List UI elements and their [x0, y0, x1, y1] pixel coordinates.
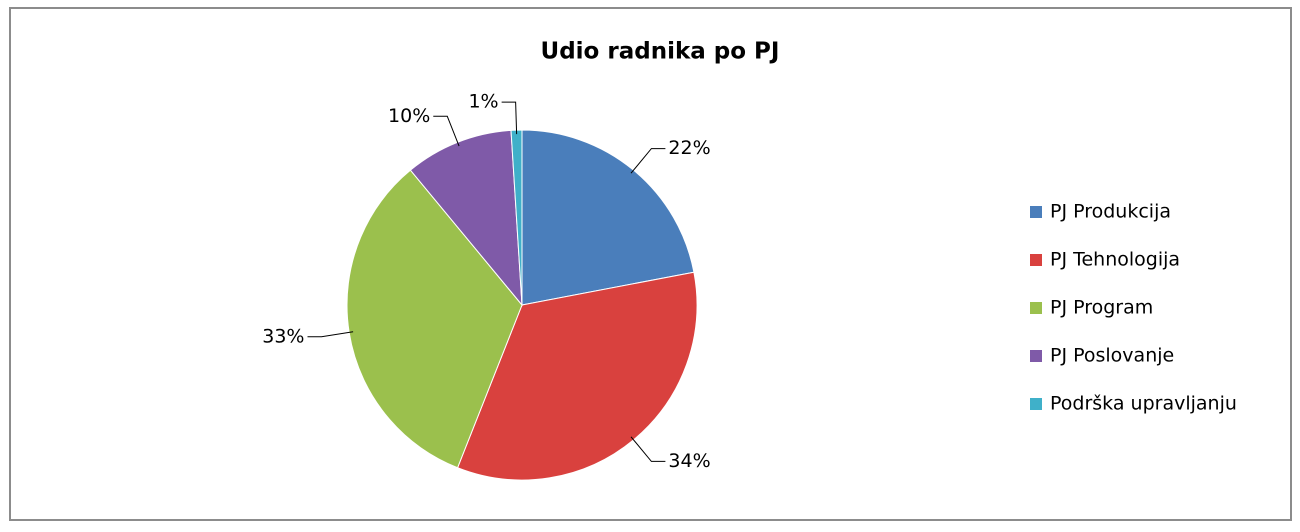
- data-label: 1%: [468, 91, 498, 113]
- data-label: 10%: [388, 105, 430, 127]
- chart-title: Udio radnika po PJ: [541, 39, 780, 65]
- legend-label: PJ Produkcija: [1050, 201, 1171, 223]
- legend-label: PJ Poslovanje: [1050, 345, 1174, 367]
- legend-swatch: [1030, 206, 1042, 218]
- leader-line: [433, 115, 460, 147]
- leader-line: [630, 436, 666, 462]
- legend-swatch: [1030, 254, 1042, 266]
- data-label: 22%: [668, 137, 710, 159]
- legend-label: PJ Program: [1050, 297, 1153, 319]
- legend-label: Podrška upravljanju: [1050, 393, 1237, 415]
- legend-swatch: [1030, 350, 1042, 362]
- data-label: 33%: [262, 325, 304, 347]
- leader-line: [501, 101, 518, 135]
- legend-label: PJ Tehnologija: [1050, 249, 1180, 271]
- leader-line: [630, 148, 666, 174]
- legend-swatch: [1030, 302, 1042, 314]
- leader-line: [307, 331, 354, 338]
- legend-swatch: [1030, 398, 1042, 410]
- data-label: 34%: [668, 450, 710, 472]
